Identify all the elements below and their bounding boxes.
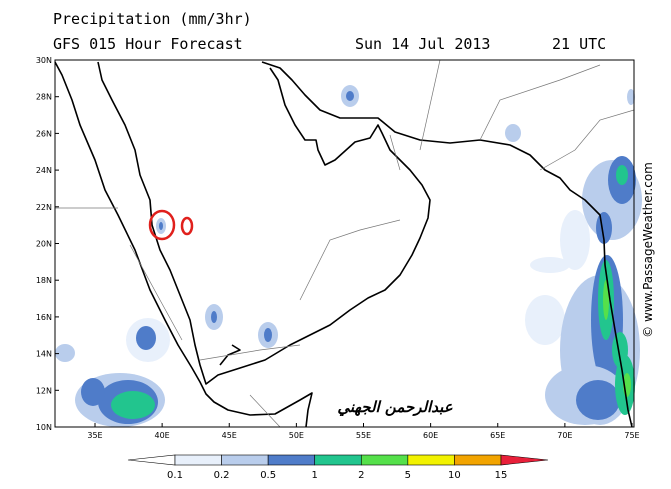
colorbar: 0.1 0.2 0.5 1 2 5 10 15: [127, 454, 549, 481]
colorbar-label: 0.5: [260, 470, 276, 481]
lon-label: 70E: [557, 431, 572, 440]
lon-label: 40E: [155, 431, 170, 440]
lat-label: 10N: [36, 423, 52, 432]
lat-label: 12N: [36, 386, 52, 395]
date: Sun 14 Jul 2013: [355, 35, 490, 53]
colorbar-segment: [127, 454, 176, 466]
lat-label: 20N: [36, 240, 52, 249]
lat-label: 16N: [36, 313, 52, 322]
coastline: [219, 344, 241, 366]
lon-label: 50E: [289, 431, 304, 440]
highlight-circle: [148, 209, 176, 241]
colorbar-label: 1: [312, 470, 318, 481]
lon-label: 45E: [222, 431, 237, 440]
lon-label: 35E: [87, 431, 102, 440]
subtitle: GFS 015 Hour Forecast: [53, 35, 243, 53]
colorbar-label: 2: [358, 470, 364, 481]
colorbar-label: 0.2: [214, 470, 230, 481]
lon-label: 55E: [356, 431, 371, 440]
coastline: [54, 61, 313, 428]
colorbar-segment: [500, 454, 549, 466]
colorbar-segment: [221, 454, 269, 466]
colorbar-segment: [407, 454, 455, 466]
coastline: [261, 61, 633, 428]
lat-label: 22N: [36, 203, 52, 212]
lat-label: 14N: [36, 350, 52, 359]
colorbar-label: 15: [495, 470, 508, 481]
colorbar-segment: [267, 454, 316, 466]
colorbar-label: 0.1: [167, 470, 183, 481]
map-frame-bg: [55, 60, 634, 427]
lat-label: 18N: [36, 276, 52, 285]
signature: عبدالرحمن الجهني: [337, 398, 452, 416]
axes: 30N 28N 26N 24N 22N 20N 18N 16N 14N 12N 10N 35E 40E 4…: [36, 56, 640, 440]
border: [55, 59, 635, 428]
colorbar-segment: [360, 454, 409, 466]
title: Precipitation (mm/3hr): [53, 10, 252, 28]
colorbar-segment: [174, 454, 222, 466]
colorbar-segment: [454, 454, 502, 466]
lat-label: 30N: [36, 56, 52, 65]
lat-label: 28N: [36, 93, 52, 102]
colorbar-label: 5: [405, 470, 411, 481]
lon-label: 60E: [423, 431, 438, 440]
watermark: © www.PassageWeather.com: [641, 162, 655, 338]
time: 21 UTC: [552, 35, 606, 53]
colorbar-label: 10: [448, 470, 461, 481]
highlight-circle: [180, 216, 194, 236]
colorbar-segment: [314, 454, 362, 466]
map: عبدالرحمن الجهني © www.PassageWeather.co…: [54, 59, 655, 428]
lon-label: 75E: [624, 431, 639, 440]
lon-label: 65E: [490, 431, 505, 440]
lat-label: 24N: [36, 166, 52, 175]
lat-label: 26N: [36, 129, 52, 138]
